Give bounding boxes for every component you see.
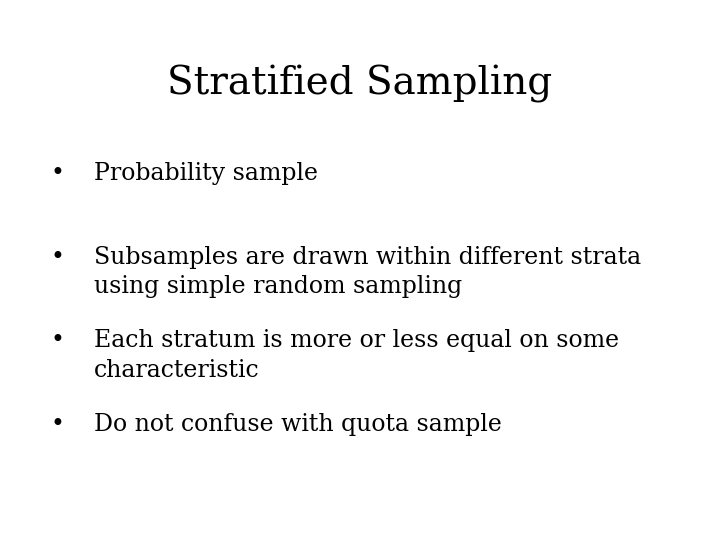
- Text: •: •: [50, 329, 65, 353]
- Text: Subsamples are drawn within different strata
using simple random sampling: Subsamples are drawn within different st…: [94, 246, 641, 298]
- Text: Probability sample: Probability sample: [94, 162, 318, 185]
- Text: Do not confuse with quota sample: Do not confuse with quota sample: [94, 413, 501, 436]
- Text: •: •: [50, 162, 65, 185]
- Text: Each stratum is more or less equal on some
characteristic: Each stratum is more or less equal on so…: [94, 329, 618, 382]
- Text: •: •: [50, 413, 65, 436]
- Text: •: •: [50, 246, 65, 269]
- Text: Stratified Sampling: Stratified Sampling: [167, 65, 553, 103]
